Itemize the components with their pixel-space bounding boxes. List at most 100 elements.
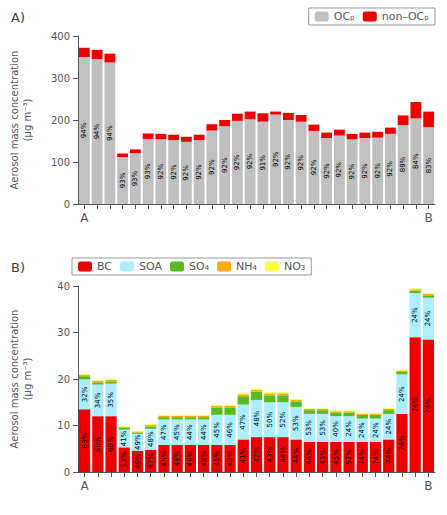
- svg-text:94%: 94%: [80, 122, 88, 138]
- svg-text:50%: 50%: [266, 412, 274, 428]
- svg-text:42%: 42%: [253, 446, 261, 462]
- svg-text:A): A): [11, 10, 25, 25]
- svg-text:0: 0: [64, 199, 70, 210]
- svg-text:24%: 24%: [358, 422, 366, 438]
- svg-text:32%: 32%: [81, 386, 89, 402]
- svg-text:40: 40: [57, 281, 70, 292]
- svg-text:92%: 92%: [361, 163, 369, 179]
- svg-text:46%: 46%: [186, 450, 194, 466]
- svg-text:300: 300: [51, 73, 70, 84]
- svg-text:24%: 24%: [345, 421, 353, 437]
- svg-text:(μg m⁻³): (μg m⁻³): [22, 99, 33, 142]
- svg-text:74%: 74%: [411, 396, 419, 412]
- svg-text:92%: 92%: [386, 161, 394, 177]
- svg-text:53%: 53%: [292, 415, 300, 431]
- svg-text:63%: 63%: [81, 432, 89, 448]
- svg-text:93%: 93%: [119, 172, 127, 188]
- svg-text:89%: 89%: [399, 156, 407, 172]
- svg-text:60%: 60%: [94, 436, 102, 452]
- svg-text:92%: 92%: [297, 155, 305, 171]
- svg-text:100: 100: [51, 157, 70, 168]
- svg-text:44%: 44%: [186, 424, 194, 440]
- svg-text:(μg m⁻³): (μg m⁻³): [22, 358, 33, 401]
- svg-text:48%: 48%: [253, 410, 261, 426]
- svg-text:OCₚ: OCₚ: [334, 10, 355, 23]
- svg-text:B: B: [424, 479, 432, 493]
- svg-text:47%: 47%: [239, 414, 247, 430]
- svg-text:0: 0: [64, 467, 70, 478]
- svg-text:92%: 92%: [323, 163, 331, 179]
- svg-text:B: B: [425, 211, 433, 225]
- svg-text:Aerosol mass concentration: Aerosol mass concentration: [9, 310, 20, 449]
- svg-text:46%: 46%: [226, 422, 234, 438]
- svg-text:92%: 92%: [195, 164, 203, 180]
- svg-text:92%: 92%: [284, 154, 292, 170]
- svg-text:46%: 46%: [200, 450, 208, 466]
- svg-text:44%: 44%: [305, 449, 313, 465]
- svg-text:93%: 93%: [144, 163, 152, 179]
- svg-text:47%: 47%: [160, 424, 168, 440]
- svg-text:53%: 53%: [305, 420, 313, 436]
- svg-text:400: 400: [51, 31, 70, 42]
- svg-text:41%: 41%: [120, 430, 128, 446]
- svg-text:92%: 92%: [335, 162, 343, 178]
- svg-text:35%: 35%: [107, 392, 115, 408]
- svg-text:A: A: [80, 211, 89, 225]
- svg-text:91%: 91%: [259, 155, 267, 171]
- svg-text:74%: 74%: [424, 398, 432, 414]
- svg-text:24%: 24%: [398, 386, 406, 402]
- svg-text:92%: 92%: [157, 164, 165, 180]
- svg-text:44%: 44%: [279, 446, 287, 462]
- svg-text:53%: 53%: [120, 452, 128, 468]
- svg-text:92%: 92%: [272, 151, 280, 167]
- svg-text:83%: 83%: [425, 157, 433, 173]
- svg-text:46%: 46%: [160, 450, 168, 466]
- svg-text:43%: 43%: [266, 446, 274, 462]
- svg-text:20: 20: [57, 374, 70, 385]
- svg-text:44%: 44%: [292, 448, 300, 464]
- svg-text:45%: 45%: [332, 449, 340, 465]
- svg-text:BC: BC: [97, 260, 112, 273]
- svg-text:92%: 92%: [310, 159, 318, 175]
- svg-text:84%: 84%: [412, 153, 420, 169]
- svg-text:24%: 24%: [372, 422, 380, 438]
- svg-text:46%: 46%: [173, 450, 181, 466]
- svg-text:SOA: SOA: [139, 260, 162, 273]
- svg-text:60%: 60%: [107, 436, 115, 452]
- svg-text:52%: 52%: [279, 412, 287, 428]
- svg-text:42%: 42%: [226, 450, 234, 466]
- svg-text:94%: 94%: [106, 125, 114, 141]
- svg-text:48%: 48%: [147, 431, 155, 447]
- svg-text:92%: 92%: [208, 159, 216, 175]
- svg-text:74%: 74%: [398, 435, 406, 451]
- svg-text:45%: 45%: [213, 450, 221, 466]
- svg-text:94%: 94%: [93, 123, 101, 139]
- svg-text:49%: 49%: [134, 434, 142, 450]
- svg-text:43%: 43%: [319, 449, 327, 465]
- svg-text:24%: 24%: [411, 307, 419, 323]
- svg-text:SO₄: SO₄: [189, 260, 210, 273]
- svg-text:93%: 93%: [131, 170, 139, 186]
- svg-text:non–OCₚ: non–OCₚ: [382, 10, 430, 23]
- svg-text:A: A: [81, 479, 90, 493]
- svg-text:92%: 92%: [221, 157, 229, 173]
- svg-text:B): B): [11, 260, 25, 275]
- svg-text:34%: 34%: [94, 392, 102, 408]
- svg-text:92%: 92%: [374, 163, 382, 179]
- svg-text:92%: 92%: [348, 164, 356, 180]
- svg-text:46%: 46%: [134, 453, 142, 469]
- svg-text:41%: 41%: [239, 448, 247, 464]
- svg-text:10: 10: [57, 420, 70, 431]
- svg-text:200: 200: [51, 115, 70, 126]
- svg-text:40%: 40%: [332, 421, 340, 437]
- svg-text:NH₄: NH₄: [236, 260, 258, 273]
- svg-text:53%: 53%: [319, 420, 327, 436]
- svg-text:74%: 74%: [372, 449, 380, 465]
- svg-text:92%: 92%: [170, 164, 178, 180]
- svg-text:30: 30: [57, 327, 70, 338]
- svg-text:47%: 47%: [147, 453, 155, 469]
- svg-text:44%: 44%: [200, 424, 208, 440]
- svg-text:45%: 45%: [213, 422, 221, 438]
- svg-text:74%: 74%: [358, 449, 366, 465]
- svg-text:45%: 45%: [173, 424, 181, 440]
